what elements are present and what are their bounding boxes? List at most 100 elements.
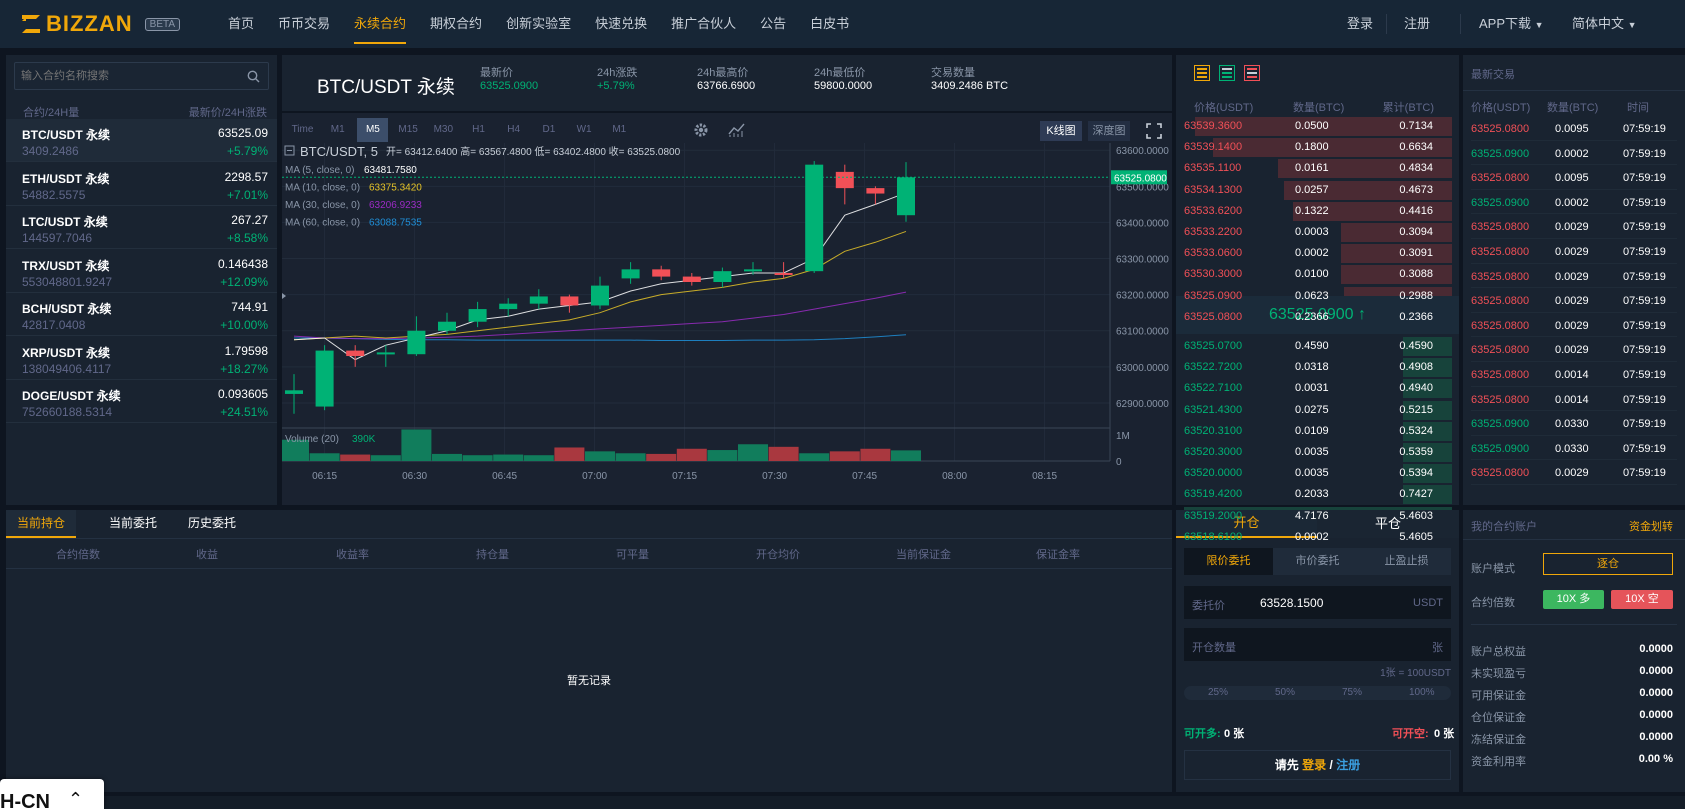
ask-row[interactable]: 63539.3600 0.0500 0.7134 <box>1182 116 1452 137</box>
period-button[interactable]: M5 <box>357 118 389 142</box>
bids-only-icon[interactable] <box>1219 65 1235 81</box>
market-row[interactable]: TRX/USDT 永续 0.146438 553048801.9247 +12.09% <box>6 250 277 293</box>
app-download-menu[interactable]: APP下载 ▼ <box>1479 0 1544 48</box>
register-link[interactable]: 注册 <box>1404 16 1431 31</box>
percent-option[interactable]: 50% <box>1275 687 1296 698</box>
candle[interactable] <box>744 269 762 272</box>
position-tab[interactable]: 当前委托 <box>108 516 157 530</box>
candle[interactable] <box>438 321 456 331</box>
candle[interactable] <box>713 271 732 282</box>
bid-row[interactable]: 63520.3000 0.0035 0.5359 <box>1182 442 1452 463</box>
candle[interactable] <box>468 309 487 322</box>
candle[interactable] <box>621 269 640 279</box>
candle[interactable] <box>682 276 701 282</box>
close-position-tab[interactable]: 平仓 <box>1317 510 1459 538</box>
candle[interactable] <box>652 269 671 277</box>
order-type-tab[interactable]: 市价委托 <box>1295 555 1340 567</box>
quantity-input-box[interactable]: 开仓数量 张 <box>1184 628 1451 661</box>
candle[interactable] <box>376 352 395 355</box>
open-position-tab[interactable]: 开仓 <box>1176 510 1317 538</box>
candle[interactable] <box>529 296 548 304</box>
period-button[interactable]: Time <box>291 124 314 135</box>
asks-only-icon[interactable] <box>1244 65 1260 81</box>
nav-item[interactable]: 公告 <box>760 16 787 31</box>
market-row[interactable]: LTC/USDT 永续 267.27 144597.7046 +8.58% <box>6 206 277 249</box>
nav-item[interactable]: 推广合伙人 <box>671 16 737 31</box>
candle[interactable] <box>315 350 334 407</box>
ask-row[interactable]: 63539.1400 0.1800 0.6634 <box>1182 137 1452 158</box>
percent-option[interactable]: 25% <box>1208 687 1229 698</box>
market-row[interactable]: DOGE/USDT 永续 0.093605 752660188.5314 +24.51… <box>6 380 277 423</box>
period-button[interactable]: M1 <box>612 124 627 135</box>
ask-row[interactable]: 63530.3000 0.0100 0.3088 <box>1182 264 1452 285</box>
percent-slider[interactable]: 25% 50% 75% 100% <box>1184 686 1451 700</box>
search-icon[interactable] <box>247 70 260 83</box>
candle[interactable] <box>897 177 915 216</box>
period-button[interactable]: D1 <box>542 124 556 135</box>
long-leverage-button[interactable]: 10X 多 <box>1543 590 1604 609</box>
collapse-legend-icon[interactable] <box>284 145 295 156</box>
period-button[interactable]: M15 <box>398 124 418 135</box>
candle[interactable] <box>285 390 303 394</box>
both-sides-icon[interactable] <box>1194 65 1210 81</box>
candle[interactable] <box>346 350 365 357</box>
search-input[interactable] <box>21 68 241 84</box>
percent-option[interactable]: 75% <box>1342 687 1363 698</box>
period-button[interactable]: H1 <box>472 124 485 135</box>
position-tab[interactable]: 当前持仓 <box>6 510 76 538</box>
nav-item[interactable]: 创新实验室 <box>506 16 572 31</box>
logo[interactable]: BIZZAN BETA <box>20 11 210 37</box>
period-button[interactable]: H4 <box>507 124 521 135</box>
bid-row[interactable]: 63520.3100 0.0109 0.5324 <box>1182 421 1452 442</box>
depth-view-button[interactable]: 深度图 <box>1088 121 1130 141</box>
order-type-tab[interactable]: 限价委托 <box>1184 548 1273 575</box>
ask-row[interactable]: 63533.2200 0.0003 0.3094 <box>1182 222 1452 243</box>
bid-row[interactable]: 63521.4300 0.0275 0.5215 <box>1182 400 1452 421</box>
market-row[interactable]: XRP/USDT 永续 1.79598 138049406.4117 +18.27% <box>6 337 277 380</box>
candle[interactable] <box>774 272 793 275</box>
market-row[interactable]: BTC/USDT 永续 63525.09 3409.2486 +5.79% <box>6 119 277 162</box>
transfer-link[interactable]: 资金划转 <box>1629 521 1673 533</box>
language-popup[interactable]: H-CN ⌃ <box>0 779 104 809</box>
market-row[interactable]: ETH/USDT 永续 2298.57 54882.5575 +7.01% <box>6 163 277 206</box>
market-row[interactable]: BCH/USDT 永续 744.91 42817.0408 +10.00% <box>6 293 277 336</box>
price-input-box[interactable]: 委托价 63528.1500 USDT <box>1184 586 1451 619</box>
short-leverage-button[interactable]: 10X 空 <box>1611 590 1673 609</box>
login-link[interactable]: 登录 <box>1302 758 1327 772</box>
period-button[interactable]: M30 <box>433 124 454 135</box>
ask-row[interactable]: 63533.6200 0.1322 0.4416 <box>1182 201 1452 222</box>
nav-item[interactable]: 期权合约 <box>430 16 483 31</box>
candle[interactable] <box>835 171 854 189</box>
register-link[interactable]: 注册 <box>1336 758 1361 772</box>
position-tab[interactable]: 历史委托 <box>187 516 236 530</box>
candle[interactable] <box>866 188 885 194</box>
login-link[interactable]: 登录 <box>1347 16 1374 31</box>
price-value[interactable]: 63528.1500 <box>1260 596 1324 610</box>
period-button[interactable]: M1 <box>330 124 345 135</box>
scroll-left-icon[interactable] <box>282 293 286 299</box>
candle[interactable] <box>591 285 609 306</box>
order-type-tab[interactable]: 止盈止损 <box>1384 555 1429 567</box>
candle[interactable] <box>499 303 518 310</box>
bid-row[interactable]: 63525.0700 0.4590 0.4590 <box>1182 336 1452 357</box>
indicator-chart-icon[interactable] <box>728 122 746 138</box>
candle[interactable] <box>560 296 579 306</box>
period-button[interactable]: W1 <box>576 124 592 135</box>
bid-row[interactable]: 63519.4200 0.2033 0.7427 <box>1182 484 1452 505</box>
candlestick-chart[interactable]: 63600.0000 63500.0000 63400.0000 63300.0000… <box>282 143 1172 505</box>
ask-row[interactable]: 63535.1100 0.0161 0.4834 <box>1182 158 1452 179</box>
bid-row[interactable]: 63520.0000 0.0035 0.5394 <box>1182 463 1452 484</box>
language-menu[interactable]: 简体中文 ▼ <box>1572 0 1637 48</box>
nav-item[interactable]: 首页 <box>228 16 255 31</box>
nav-item[interactable]: 币币交易 <box>278 16 331 31</box>
bid-row[interactable]: 63522.7100 0.0031 0.4940 <box>1182 378 1452 399</box>
nav-item[interactable]: 快速兑换 <box>595 16 648 31</box>
nav-item[interactable]: 永续合约 <box>354 0 407 48</box>
percent-option[interactable]: 100% <box>1409 687 1435 698</box>
fullscreen-icon[interactable] <box>1146 123 1162 139</box>
candle[interactable] <box>805 164 824 272</box>
indicator-settings-icon[interactable] <box>692 121 710 139</box>
ask-row[interactable]: 63533.0600 0.0002 0.3091 <box>1182 243 1452 264</box>
bid-row[interactable]: 63522.7200 0.0318 0.4908 <box>1182 357 1452 378</box>
candle[interactable] <box>407 330 426 355</box>
